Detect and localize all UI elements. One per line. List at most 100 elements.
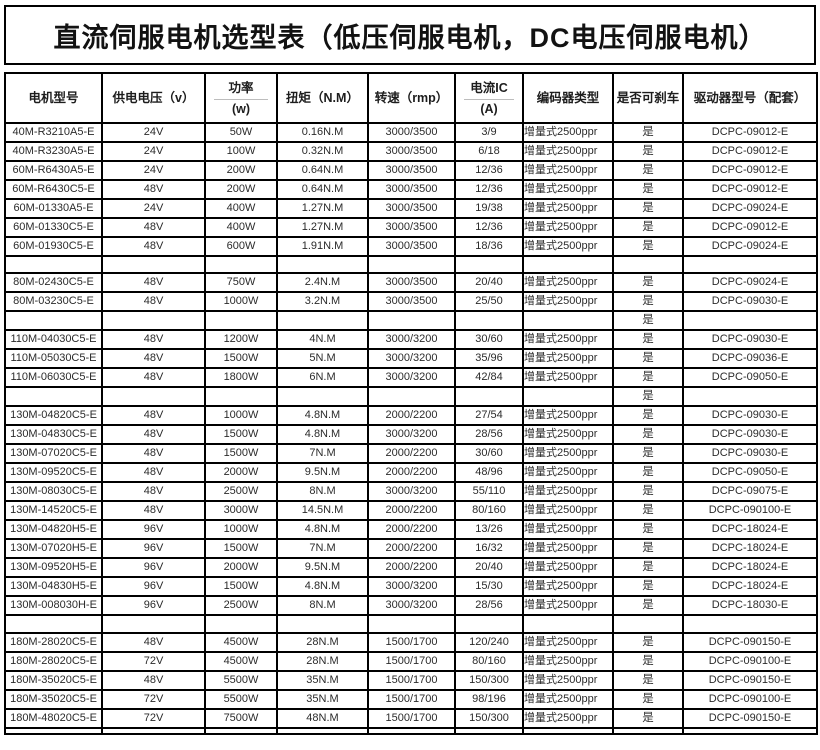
- voltage-cell: 48V: [101, 329, 206, 351]
- voltage-cell: [101, 386, 206, 408]
- column-header-inner: 是否可刹车: [615, 75, 681, 121]
- voltage-cell: 24V: [101, 141, 206, 162]
- speed-cell: [367, 254, 456, 275]
- speed-cell: [367, 726, 456, 735]
- table-row: 130M-04830C5-E 48V 1500W 4.8N.M 3000/3200 28/…: [4, 424, 818, 446]
- table-row: 80M-02430C5-E 48V 750W 2.4N.M 3000/3500 20/40…: [4, 272, 818, 294]
- current-cell: 30/60: [454, 443, 524, 465]
- column-header-inner: 电机型号: [7, 75, 100, 121]
- speed-cell: 2000/2200: [367, 557, 456, 579]
- torque-cell: 48N.M: [276, 707, 369, 729]
- brake-cell: 是: [612, 443, 684, 465]
- power-cell: 50W: [204, 122, 278, 143]
- power-cell: [204, 614, 278, 634]
- torque-cell: 35N.M: [276, 669, 369, 691]
- brake-cell: 是: [612, 348, 684, 370]
- driver-cell: DCPC-090100-E: [682, 650, 818, 672]
- power-cell: [204, 386, 278, 408]
- encoder-cell: 增量式2500ppr: [522, 160, 614, 181]
- speed-cell: 1500/1700: [367, 688, 456, 710]
- speed-cell: 3000/3200: [367, 348, 456, 370]
- model-cell: 130M-08030C5-E: [4, 481, 103, 503]
- table-row: 130M-04820H5-E 96V 1000W 4.8N.M 2000/2200 13/…: [4, 519, 818, 541]
- model-cell: 130M-008030H-E: [4, 595, 103, 617]
- current-cell: 25/50: [454, 291, 524, 313]
- brake-cell: 是: [612, 386, 684, 408]
- separator-row: [4, 726, 818, 735]
- encoder-cell: 增量式2500ppr: [522, 236, 614, 257]
- brake-cell: 是: [612, 405, 684, 427]
- power-cell: 2500W: [204, 481, 278, 503]
- current-cell: 12/36: [454, 179, 524, 200]
- brake-cell: 是: [612, 631, 684, 653]
- power-cell: 1800W: [204, 367, 278, 389]
- current-cell: [454, 726, 524, 735]
- torque-cell: 0.16N.M: [276, 122, 369, 143]
- model-cell: [4, 726, 103, 735]
- driver-cell: DCPC-090100-E: [682, 688, 818, 710]
- power-cell: 1500W: [204, 443, 278, 465]
- driver-cell: [682, 386, 818, 408]
- torque-cell: [276, 614, 369, 634]
- voltage-cell: 72V: [101, 688, 206, 710]
- brake-cell: 是: [612, 329, 684, 351]
- speed-cell: 2000/2200: [367, 500, 456, 522]
- separator-row: 是: [4, 386, 818, 408]
- power-cell: 100W: [204, 141, 278, 162]
- encoder-cell: 增量式2500ppr: [522, 500, 614, 522]
- power-cell: 1500W: [204, 576, 278, 598]
- model-cell: 180M-28020C5-E: [4, 650, 103, 672]
- torque-cell: 9.5N.M: [276, 462, 369, 484]
- brake-cell: 是: [612, 519, 684, 541]
- voltage-cell: 72V: [101, 650, 206, 672]
- voltage-cell: 48V: [101, 217, 206, 238]
- speed-cell: [367, 614, 456, 634]
- column-header-power: 功率 (w): [204, 72, 278, 124]
- current-cell: 3/9: [454, 122, 524, 143]
- column-header-inner: 电流IC (A): [457, 75, 521, 121]
- column-header-unit: (A): [480, 102, 498, 116]
- power-cell: 1000W: [204, 519, 278, 541]
- current-cell: 55/110: [454, 481, 524, 503]
- speed-cell: 3000/3500: [367, 179, 456, 200]
- driver-cell: DCPC-09050-E: [682, 367, 818, 389]
- current-cell: 35/96: [454, 348, 524, 370]
- voltage-cell: 72V: [101, 707, 206, 729]
- driver-cell: DCPC-09012-E: [682, 217, 818, 238]
- column-header-torque: 扭矩（N.M）: [276, 72, 369, 124]
- current-cell: 98/196: [454, 688, 524, 710]
- speed-cell: 3000/3200: [367, 367, 456, 389]
- table-row: 40M-R3230A5-E 24V 100W 0.32N.M 3000/3500 6/18…: [4, 141, 818, 162]
- table-row: 130M-008030H-E 96V 2500W 8N.M 3000/3200 28/56…: [4, 595, 818, 617]
- column-header-label: 功率: [228, 81, 254, 95]
- brake-cell: 是: [612, 367, 684, 389]
- model-cell: [4, 310, 103, 332]
- table-row: 130M-04830H5-E 96V 1500W 4.8N.M 3000/3200 15/…: [4, 576, 818, 598]
- model-cell: 80M-02430C5-E: [4, 272, 103, 294]
- encoder-cell: [522, 386, 614, 408]
- encoder-cell: 增量式2500ppr: [522, 688, 614, 710]
- encoder-cell: 增量式2500ppr: [522, 631, 614, 653]
- driver-cell: DCPC-090150-E: [682, 669, 818, 691]
- speed-cell: 3000/3200: [367, 595, 456, 617]
- column-header-model: 电机型号: [4, 72, 103, 124]
- torque-cell: 9.5N.M: [276, 557, 369, 579]
- power-cell: 400W: [204, 198, 278, 219]
- power-cell: 3000W: [204, 500, 278, 522]
- driver-cell: DCPC-090100-E: [682, 500, 818, 522]
- power-cell: 1000W: [204, 291, 278, 313]
- voltage-cell: 48V: [101, 236, 206, 257]
- model-cell: 130M-04830C5-E: [4, 424, 103, 446]
- encoder-cell: 增量式2500ppr: [522, 198, 614, 219]
- table-row: 130M-14520C5-E 48V 3000W 14.5N.M 2000/2200 80…: [4, 500, 818, 522]
- column-header-speed: 转速（rmp）: [367, 72, 456, 124]
- brake-cell: 是: [612, 198, 684, 219]
- power-cell: 2500W: [204, 595, 278, 617]
- title-box: 直流伺服电机选型表（低压伺服电机，DC电压伺服电机）: [4, 5, 816, 65]
- torque-cell: 0.64N.M: [276, 179, 369, 200]
- power-cell: 1500W: [204, 538, 278, 560]
- encoder-cell: 增量式2500ppr: [522, 669, 614, 691]
- model-cell: 130M-09520C5-E: [4, 462, 103, 484]
- current-cell: 12/36: [454, 217, 524, 238]
- encoder-cell: 增量式2500ppr: [522, 650, 614, 672]
